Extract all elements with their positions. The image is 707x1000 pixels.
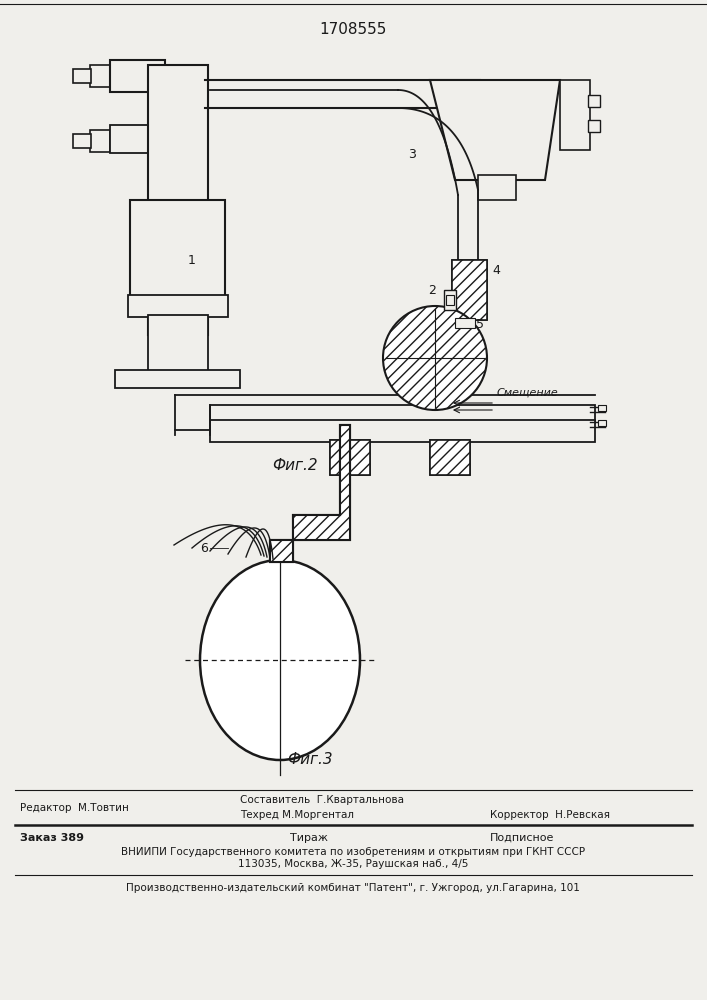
Bar bbox=[598, 420, 606, 426]
Text: ВНИИПИ Государственного комитета по изобретениям и открытиям при ГКНТ СССР: ВНИИПИ Государственного комитета по изоб… bbox=[121, 847, 585, 857]
Bar bbox=[110, 60, 165, 92]
Text: 4: 4 bbox=[492, 263, 500, 276]
Text: Фиг.3: Фиг.3 bbox=[287, 752, 333, 768]
Bar bbox=[446, 295, 454, 305]
Bar bbox=[598, 405, 606, 411]
Text: Подписное: Подписное bbox=[490, 833, 554, 843]
Bar bbox=[452, 260, 487, 320]
Bar bbox=[90, 130, 110, 152]
Text: Фиг.2: Фиг.2 bbox=[272, 458, 318, 473]
Bar bbox=[588, 95, 600, 107]
Text: Тираж: Тираж bbox=[290, 833, 328, 843]
Bar bbox=[115, 370, 240, 388]
Text: Составитель  Г.Квартальнова: Составитель Г.Квартальнова bbox=[240, 795, 404, 805]
Text: 2: 2 bbox=[428, 284, 436, 296]
Bar bbox=[73, 69, 91, 83]
Ellipse shape bbox=[383, 306, 487, 410]
Bar bbox=[210, 420, 595, 442]
Text: 5: 5 bbox=[476, 318, 484, 332]
Text: Заказ 389: Заказ 389 bbox=[20, 833, 84, 843]
Bar bbox=[430, 440, 470, 475]
Ellipse shape bbox=[200, 560, 360, 760]
Bar bbox=[444, 290, 456, 310]
Bar bbox=[330, 440, 370, 475]
Text: 1708555: 1708555 bbox=[320, 22, 387, 37]
Bar bbox=[148, 315, 208, 375]
Bar bbox=[73, 134, 91, 148]
Polygon shape bbox=[430, 80, 560, 180]
Bar bbox=[560, 80, 590, 150]
Text: 1: 1 bbox=[188, 253, 196, 266]
Bar bbox=[148, 65, 208, 335]
Bar bbox=[210, 405, 595, 423]
Polygon shape bbox=[270, 425, 350, 562]
Text: 113035, Москва, Ж-35, Раушская наб., 4/5: 113035, Москва, Ж-35, Раушская наб., 4/5 bbox=[238, 859, 468, 869]
Bar bbox=[90, 65, 110, 87]
Bar bbox=[452, 260, 487, 320]
Text: Корректор  Н.Ревская: Корректор Н.Ревская bbox=[490, 810, 610, 820]
Bar bbox=[455, 318, 475, 328]
Text: Смещение: Смещение bbox=[497, 388, 559, 398]
Polygon shape bbox=[270, 425, 350, 562]
Text: Техред М.Моргентал: Техред М.Моргентал bbox=[240, 810, 354, 820]
Bar bbox=[330, 440, 370, 475]
Bar bbox=[478, 175, 516, 200]
Bar bbox=[588, 120, 600, 132]
Bar bbox=[128, 295, 228, 317]
Text: 3: 3 bbox=[408, 148, 416, 161]
Text: Редактор  М.Товтин: Редактор М.Товтин bbox=[20, 803, 129, 813]
Text: Производственно-издательский комбинат "Патент", г. Ужгород, ул.Гагарина, 101: Производственно-издательский комбинат "П… bbox=[126, 883, 580, 893]
Text: 6: 6 bbox=[200, 542, 208, 554]
Bar bbox=[130, 200, 225, 300]
Bar bbox=[110, 125, 150, 153]
Bar bbox=[430, 440, 470, 475]
